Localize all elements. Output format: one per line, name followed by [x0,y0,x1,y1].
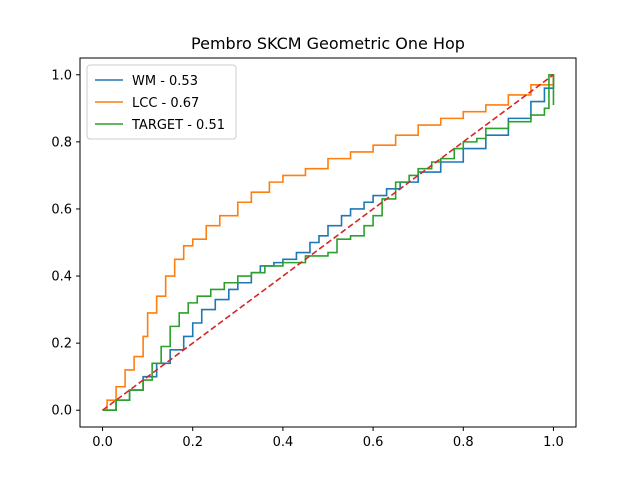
series-line-1 [102,74,555,412]
legend-label: TARGET - 0.51 [131,118,225,133]
y-tick-label: 0.2 [51,337,72,352]
x-tick-label: 0.6 [363,435,384,450]
x-tick-label: 0.4 [273,435,294,450]
legend-box [86,64,237,140]
y-tick-label: 0.4 [51,270,72,285]
x-tick-label: 1.0 [543,435,564,450]
y-tick-label: 0.6 [51,202,72,217]
y-tick-label: 1.0 [51,68,72,83]
legend-label: WM - 0.53 [132,74,198,89]
legend: WM - 0.53 LCC - 0.67 TARGET - 0.51 [86,64,237,140]
x-tick-label: 0.2 [182,435,203,450]
legend-label: LCC - 0.67 [132,96,199,111]
series-line-2 [102,73,555,412]
x-tick-label: 0.0 [92,435,113,450]
axes-frame [79,57,577,428]
x-tick-label: 0.8 [453,435,474,450]
y-tick-label: 0.8 [51,135,72,150]
y-tick-label: 0.0 [51,404,72,419]
chart-title: Pembro SKCM Geometric One Hop [191,34,465,53]
chance-diagonal-line [102,74,554,411]
